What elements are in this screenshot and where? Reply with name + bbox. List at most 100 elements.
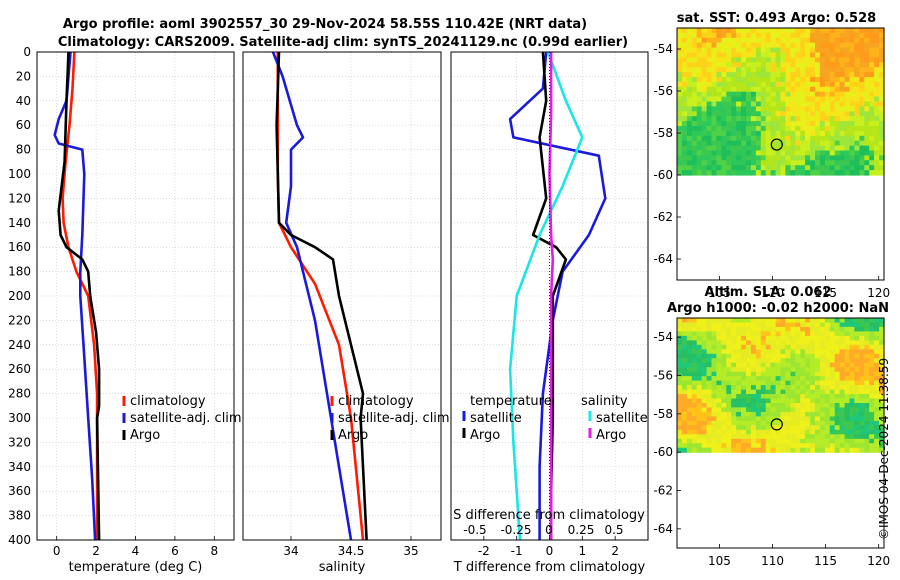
heatmap-cell — [815, 340, 821, 346]
heatmap-cell — [706, 362, 713, 368]
heatmap-cell — [785, 416, 791, 422]
heatmap-cell — [785, 385, 791, 391]
heatmap-cell — [770, 101, 777, 107]
heatmap-cell — [879, 318, 885, 324]
heatmap-cell — [859, 32, 865, 39]
heatmap-cell — [805, 447, 811, 453]
heatmap-cell — [800, 447, 806, 453]
heatmap-cell — [716, 447, 722, 453]
heatmap-cell — [859, 116, 865, 122]
heatmap-cell — [731, 385, 737, 391]
heatmap-cell — [736, 111, 742, 117]
heatmap-cell — [869, 150, 875, 156]
heatmap-cell — [755, 165, 762, 171]
heatmap-cell — [746, 126, 752, 132]
heatmap-cell — [736, 385, 742, 391]
heatmap-cell — [696, 150, 703, 156]
heatmap-cell — [711, 91, 717, 98]
heatmap-cell — [706, 165, 713, 171]
heatmap-cell — [731, 72, 737, 78]
heatmap-cell — [824, 81, 831, 88]
heatmap-cell — [760, 101, 767, 107]
heatmap-cell — [760, 57, 767, 63]
series-satellite-adj-clim — [53, 51, 97, 541]
heatmap-cell — [859, 326, 865, 332]
heatmap-cell — [874, 72, 880, 78]
heatmap-cell — [686, 398, 693, 404]
heatmap-cell — [750, 434, 757, 440]
heatmap-cell — [706, 416, 713, 422]
heatmap-cell — [844, 371, 851, 377]
heatmap-cell — [790, 407, 796, 413]
heatmap-cell — [677, 170, 683, 176]
heatmap-cell — [741, 331, 747, 337]
heatmap-cell — [696, 367, 703, 373]
heatmap-cell — [731, 447, 737, 453]
heatmap-cell — [839, 326, 846, 332]
heatmap-cell — [731, 86, 737, 93]
heatmap-cell — [716, 155, 722, 161]
heatmap-cell — [874, 425, 880, 431]
heatmap-cell — [810, 140, 816, 147]
heatmap-cell — [691, 411, 698, 417]
heatmap-cell — [701, 77, 708, 83]
heatmap-cell — [859, 86, 865, 93]
map-x-tick-label: 115 — [814, 554, 837, 568]
heatmap-cell — [800, 62, 806, 68]
heatmap-cell — [775, 28, 782, 34]
heatmap-cell — [854, 170, 860, 176]
heatmap-cell — [706, 116, 713, 122]
heatmap-cell — [844, 130, 851, 137]
heatmap-cell — [874, 155, 880, 161]
heatmap-cell — [800, 130, 806, 137]
heatmap-cell — [780, 160, 786, 166]
heatmap-cell — [874, 443, 880, 449]
heatmap-cell — [741, 371, 747, 377]
heatmap-cell — [691, 389, 698, 395]
heatmap-cell — [701, 145, 708, 152]
heatmap-cell — [775, 155, 782, 161]
heatmap-cell — [765, 340, 772, 346]
heatmap-cell — [849, 160, 855, 166]
heatmap-cell — [849, 376, 855, 382]
heatmap-cell — [765, 67, 772, 73]
heatmap-cell — [839, 344, 846, 350]
heatmap-cell — [839, 145, 846, 152]
heatmap-cell — [677, 150, 683, 156]
heatmap-cell — [716, 429, 722, 435]
heatmap-cell — [780, 72, 786, 78]
heatmap-cell — [780, 57, 786, 63]
heatmap-cell — [731, 57, 737, 63]
heatmap-cell — [854, 322, 860, 328]
heatmap-cell — [686, 111, 693, 117]
heatmap-cell — [844, 140, 851, 147]
heatmap-cell — [736, 389, 742, 395]
heatmap-cell — [790, 67, 796, 73]
heatmap-cell — [849, 42, 855, 49]
heatmap-cell — [879, 111, 885, 117]
heatmap-cell — [716, 411, 722, 417]
heatmap-cell — [844, 42, 851, 49]
heatmap-cell — [736, 57, 742, 63]
heatmap-cell — [770, 362, 777, 368]
heatmap-cell — [879, 344, 885, 350]
heatmap-cell — [760, 170, 767, 176]
heatmap-cell — [691, 165, 698, 171]
heatmap-cell — [696, 429, 703, 435]
heatmap-cell — [810, 32, 816, 39]
heatmap-cell — [824, 101, 831, 107]
heatmap-cell — [824, 367, 831, 373]
heatmap-cell — [681, 77, 688, 83]
heatmap-cell — [834, 160, 841, 166]
heatmap-cell — [746, 32, 752, 39]
heatmap-cell — [824, 425, 831, 431]
heatmap-cell — [829, 121, 836, 127]
heatmap-cell — [815, 91, 821, 98]
heatmap-cell — [706, 77, 713, 83]
heatmap-cell — [869, 429, 875, 435]
heatmap-cell — [834, 77, 841, 83]
heatmap-cell — [785, 28, 791, 34]
y-tick-label: 20 — [16, 69, 31, 83]
heatmap-cell — [864, 420, 870, 426]
heatmap-cell — [834, 150, 841, 156]
